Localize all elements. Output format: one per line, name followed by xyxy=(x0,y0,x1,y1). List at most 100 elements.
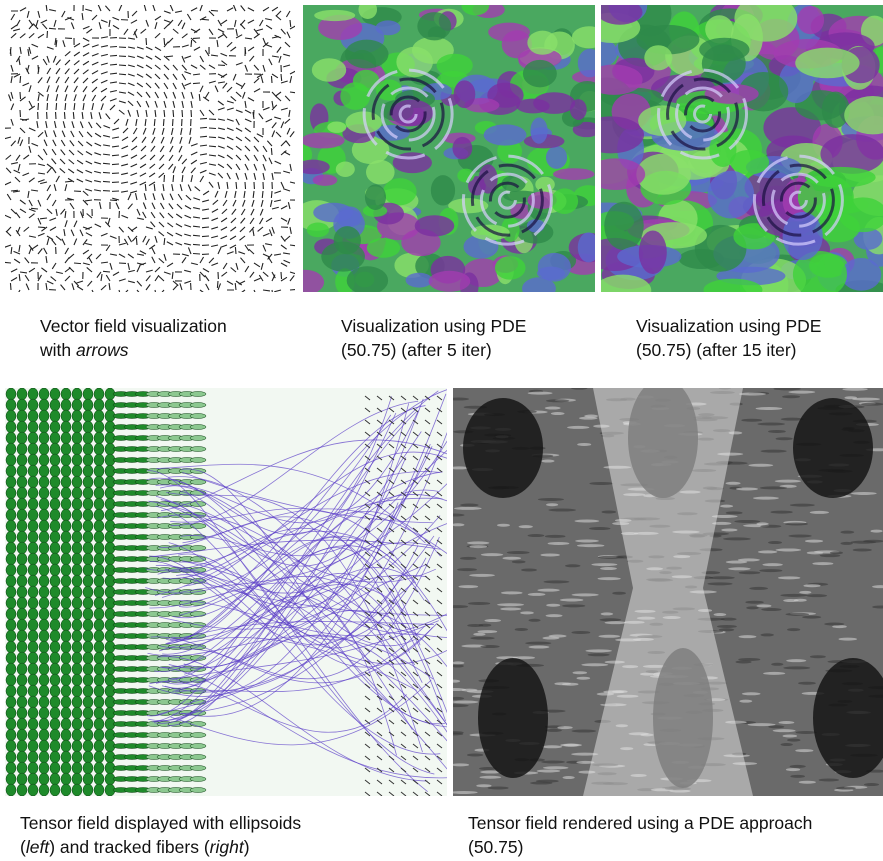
ellipsoid xyxy=(17,718,27,730)
ellipsoid xyxy=(190,777,206,782)
caption-line: Vector field visualization xyxy=(40,314,295,338)
ellipsoid xyxy=(94,421,104,433)
texture-streak xyxy=(476,784,491,787)
ellipsoid xyxy=(28,553,38,565)
ellipsoid xyxy=(61,784,71,796)
texture-streak xyxy=(479,624,492,627)
ellipsoid xyxy=(94,553,104,565)
texture-streak xyxy=(563,744,578,747)
ellipsoid xyxy=(94,751,104,763)
texture-streak xyxy=(542,637,559,640)
texture-streak xyxy=(735,660,751,663)
caption-line: with arrows xyxy=(40,338,295,362)
ellipsoid xyxy=(17,608,27,620)
texture-streak xyxy=(548,542,570,545)
texture-streak xyxy=(760,486,787,489)
ellipsoid xyxy=(17,751,27,763)
ellipsoid xyxy=(39,586,49,598)
texture-streak xyxy=(707,582,732,585)
ellipsoid xyxy=(61,751,71,763)
ellipsoid xyxy=(39,399,49,411)
ellipsoid xyxy=(39,542,49,554)
texture-streak xyxy=(783,666,810,669)
texture-blob xyxy=(437,54,473,77)
ellipsoid xyxy=(39,421,49,433)
ellipsoid xyxy=(83,575,93,587)
ellipsoid xyxy=(28,630,38,642)
texture-streak xyxy=(845,396,857,399)
ellipsoid xyxy=(28,751,38,763)
ellipsoid xyxy=(17,542,27,554)
texture-streak xyxy=(851,492,877,495)
ellipsoid xyxy=(50,586,60,598)
arrow xyxy=(290,20,291,27)
ellipsoid xyxy=(28,674,38,686)
caption-line: Visualization using PDE xyxy=(341,314,596,338)
ellipsoid xyxy=(6,443,16,455)
ellipsoid xyxy=(61,575,71,587)
texture-streak xyxy=(840,531,854,534)
ellipsoid xyxy=(50,696,60,708)
arrow xyxy=(271,191,272,198)
ellipsoid xyxy=(39,454,49,466)
texture-streak xyxy=(546,604,560,607)
ellipsoid xyxy=(94,531,104,543)
texture-streak xyxy=(785,613,809,616)
texture-streak xyxy=(457,568,477,571)
tensor-pde-image xyxy=(453,388,883,796)
pde-15-iter-image xyxy=(601,5,883,292)
ellipsoid xyxy=(50,740,60,752)
dark-region xyxy=(478,658,548,778)
texture-blob xyxy=(367,238,400,258)
ellipsoid xyxy=(72,751,82,763)
ellipsoid xyxy=(17,399,27,411)
ellipsoid xyxy=(72,454,82,466)
ellipsoid xyxy=(190,722,206,727)
caption-line: (50.75) xyxy=(468,835,883,859)
arrow xyxy=(103,181,110,182)
ellipsoid xyxy=(83,718,93,730)
arrow xyxy=(103,172,110,173)
texture-blob xyxy=(396,47,433,77)
ellipsoid xyxy=(61,597,71,609)
texture-blob xyxy=(644,45,672,70)
ellipsoid xyxy=(94,410,104,422)
ellipsoid xyxy=(50,564,60,576)
ellipsoid xyxy=(72,718,82,730)
ellipsoid xyxy=(6,498,16,510)
texture-streak xyxy=(528,619,540,622)
ellipsoid xyxy=(61,509,71,521)
caption-text: Vector field visualization xyxy=(40,316,227,336)
ellipsoid xyxy=(39,498,49,510)
ellipsoid xyxy=(39,597,49,609)
ellipsoid xyxy=(83,542,93,554)
caption-text: (50.75) (after 15 iter) xyxy=(636,340,796,360)
ellipsoid xyxy=(72,476,82,488)
texture-blob xyxy=(334,226,361,254)
ellipsoid xyxy=(72,432,82,444)
texture-streak xyxy=(759,569,782,572)
ellipsoid xyxy=(190,744,206,749)
arrow xyxy=(103,271,110,272)
ellipsoid xyxy=(6,421,16,433)
ellipsoid xyxy=(50,630,60,642)
ellipsoid xyxy=(17,531,27,543)
texture-streak xyxy=(575,539,599,542)
texture-blob xyxy=(376,20,401,35)
ellipsoid xyxy=(190,755,206,760)
texture-streak xyxy=(577,544,605,547)
ellipsoid xyxy=(39,553,49,565)
ellipsoid xyxy=(28,685,38,697)
arrow xyxy=(235,283,236,290)
ellipsoid xyxy=(50,707,60,719)
texture-streak xyxy=(573,671,588,674)
texture-blob xyxy=(429,271,471,292)
ellipsoid xyxy=(83,410,93,422)
ellipsoid xyxy=(50,531,60,543)
texture-blob xyxy=(502,30,532,58)
texture-streak xyxy=(773,729,796,732)
ellipsoid xyxy=(61,630,71,642)
texture-streak xyxy=(790,765,806,768)
texture-blob xyxy=(702,44,746,83)
ellipsoid xyxy=(72,674,82,686)
